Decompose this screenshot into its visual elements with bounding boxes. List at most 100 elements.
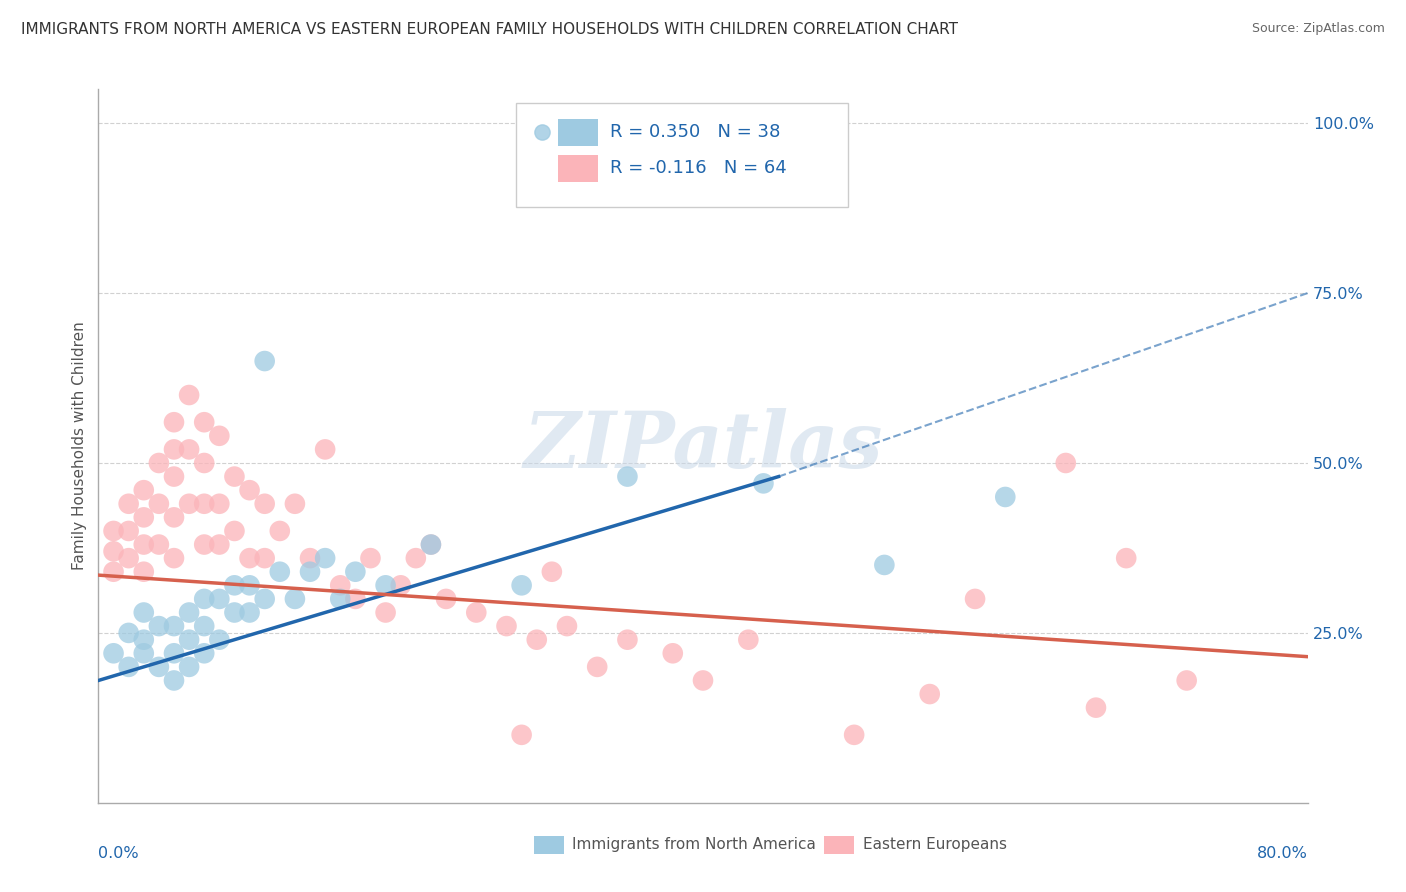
Text: R = 0.350   N = 38: R = 0.350 N = 38 — [610, 123, 780, 141]
Point — [148, 497, 170, 511]
Bar — [558, 120, 598, 146]
Point — [118, 497, 141, 511]
Point — [118, 660, 141, 674]
Point — [179, 660, 201, 674]
Point — [1115, 551, 1137, 566]
Point — [193, 591, 215, 606]
Point — [1175, 673, 1198, 688]
Point — [239, 606, 262, 620]
Point — [844, 728, 866, 742]
Point — [118, 551, 141, 566]
Point — [253, 591, 276, 606]
Point — [103, 544, 125, 558]
Point — [118, 626, 141, 640]
Point — [284, 591, 307, 606]
Point — [132, 606, 155, 620]
Point — [510, 728, 533, 742]
Point — [692, 673, 714, 688]
Text: Eastern Europeans: Eastern Europeans — [863, 837, 1007, 852]
Text: Immigrants from North America: Immigrants from North America — [572, 837, 817, 852]
Point — [163, 442, 186, 457]
Point — [208, 591, 231, 606]
Point — [1085, 700, 1108, 714]
Bar — [558, 155, 598, 182]
Point — [148, 537, 170, 551]
Point — [224, 524, 246, 538]
Point — [224, 606, 246, 620]
Point — [179, 632, 201, 647]
Point — [132, 565, 155, 579]
Point — [616, 632, 638, 647]
Point — [208, 429, 231, 443]
Point — [420, 537, 443, 551]
Point — [737, 632, 759, 647]
Point — [103, 565, 125, 579]
Point — [193, 415, 215, 429]
Point — [374, 578, 396, 592]
Point — [314, 442, 336, 457]
Text: 0.0%: 0.0% — [98, 846, 139, 861]
Point — [132, 632, 155, 647]
Point — [1054, 456, 1077, 470]
Point — [148, 660, 170, 674]
Point — [179, 388, 201, 402]
Point — [193, 619, 215, 633]
Point — [873, 558, 896, 572]
Point — [179, 606, 201, 620]
Point — [163, 619, 186, 633]
Y-axis label: Family Households with Children: Family Households with Children — [72, 322, 87, 570]
Bar — [534, 837, 564, 855]
Point — [329, 591, 352, 606]
Point — [163, 673, 186, 688]
Point — [965, 591, 987, 606]
Point — [179, 442, 201, 457]
Point — [193, 456, 215, 470]
Point — [344, 565, 367, 579]
Point — [193, 497, 215, 511]
Point — [132, 646, 155, 660]
Point — [299, 565, 322, 579]
Point — [103, 646, 125, 660]
Point — [374, 606, 396, 620]
Point — [148, 619, 170, 633]
Point — [132, 510, 155, 524]
Point — [510, 578, 533, 592]
Text: 80.0%: 80.0% — [1257, 846, 1308, 861]
Point — [163, 551, 186, 566]
Point — [752, 476, 775, 491]
Point — [495, 619, 517, 633]
Point — [103, 524, 125, 538]
Point — [253, 497, 276, 511]
Point — [239, 578, 262, 592]
Point — [586, 660, 609, 674]
Point — [224, 578, 246, 592]
Text: IMMIGRANTS FROM NORTH AMERICA VS EASTERN EUROPEAN FAMILY HOUSEHOLDS WITH CHILDRE: IMMIGRANTS FROM NORTH AMERICA VS EASTERN… — [21, 22, 957, 37]
Point — [389, 578, 412, 592]
Point — [420, 537, 443, 551]
Point — [284, 497, 307, 511]
Point — [314, 551, 336, 566]
Point — [360, 551, 382, 566]
Point — [253, 354, 276, 368]
Point — [253, 551, 276, 566]
Point — [994, 490, 1017, 504]
Point — [179, 497, 201, 511]
Point — [163, 646, 186, 660]
Point — [163, 510, 186, 524]
Point — [208, 537, 231, 551]
Point — [269, 565, 291, 579]
Point — [344, 591, 367, 606]
Point — [329, 578, 352, 592]
Point — [208, 497, 231, 511]
Point — [616, 469, 638, 483]
Point — [132, 537, 155, 551]
Point — [434, 591, 457, 606]
Text: Source: ZipAtlas.com: Source: ZipAtlas.com — [1251, 22, 1385, 36]
Point — [540, 565, 562, 579]
Point — [555, 619, 578, 633]
Point — [163, 469, 186, 483]
Point — [163, 415, 186, 429]
Point — [208, 632, 231, 647]
Point — [239, 551, 262, 566]
FancyBboxPatch shape — [516, 103, 848, 207]
